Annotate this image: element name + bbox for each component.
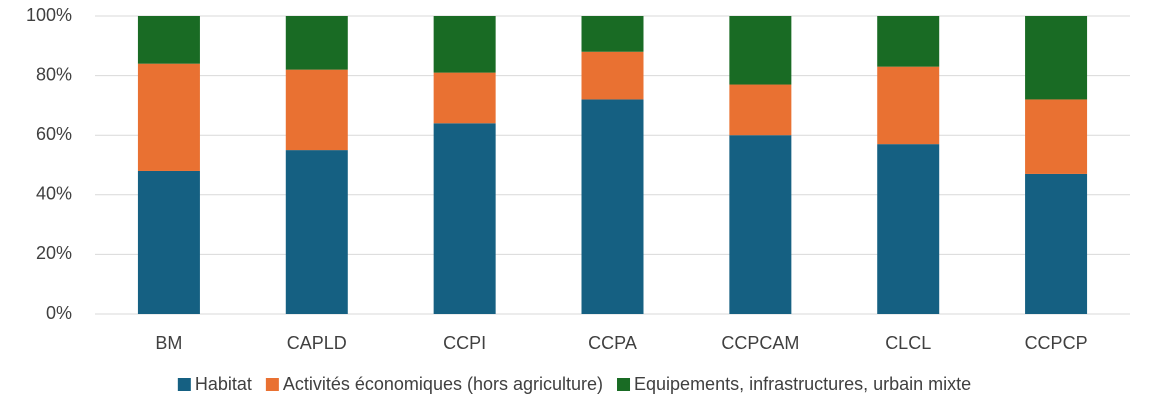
bar-segment [877, 66, 940, 145]
x-tick-label: CLCL [885, 333, 931, 353]
bar-segment [581, 99, 644, 314]
bar-segment [581, 16, 644, 52]
bar-segment [729, 16, 792, 85]
y-tick-label: 20% [36, 243, 72, 263]
bar-segment [1025, 173, 1088, 314]
x-tick-label: CCPCP [1025, 333, 1088, 353]
bar-segment [581, 51, 644, 100]
x-tick-label: CCPCAM [721, 333, 799, 353]
y-tick-label: 100% [26, 5, 72, 25]
bar-segment [137, 63, 200, 171]
legend-swatch [265, 378, 279, 391]
legend-swatch [177, 378, 191, 391]
bar-segment [285, 150, 348, 314]
bar-segment [285, 69, 348, 151]
x-tick-label: CCPI [443, 333, 486, 353]
bar-segment [729, 84, 792, 136]
legend-label: Habitat [195, 374, 252, 394]
legend-label: Equipements, infrastructures, urbain mix… [634, 374, 971, 394]
bar-segment [877, 144, 940, 314]
y-tick-label: 80% [36, 64, 72, 84]
bar-segment [285, 16, 348, 70]
y-tick-label: 0% [46, 303, 72, 323]
bar-segment [729, 135, 792, 314]
legend-swatch [617, 378, 631, 391]
x-tick-label: CCPA [588, 333, 637, 353]
y-tick-label: 60% [36, 124, 72, 144]
bar-segment [433, 16, 496, 73]
bar-segment [1025, 99, 1088, 174]
bar-segment [1025, 16, 1088, 100]
bar-segment [433, 123, 496, 314]
bar-segment [137, 16, 200, 64]
x-tick-label: BM [155, 333, 182, 353]
legend-label: Activités économiques (hors agriculture) [283, 374, 603, 394]
bar-segment [137, 170, 200, 314]
y-tick-label: 40% [36, 184, 72, 204]
x-tick-label: CAPLD [287, 333, 347, 353]
bar-segment [433, 72, 496, 124]
bar-segment [877, 16, 940, 67]
